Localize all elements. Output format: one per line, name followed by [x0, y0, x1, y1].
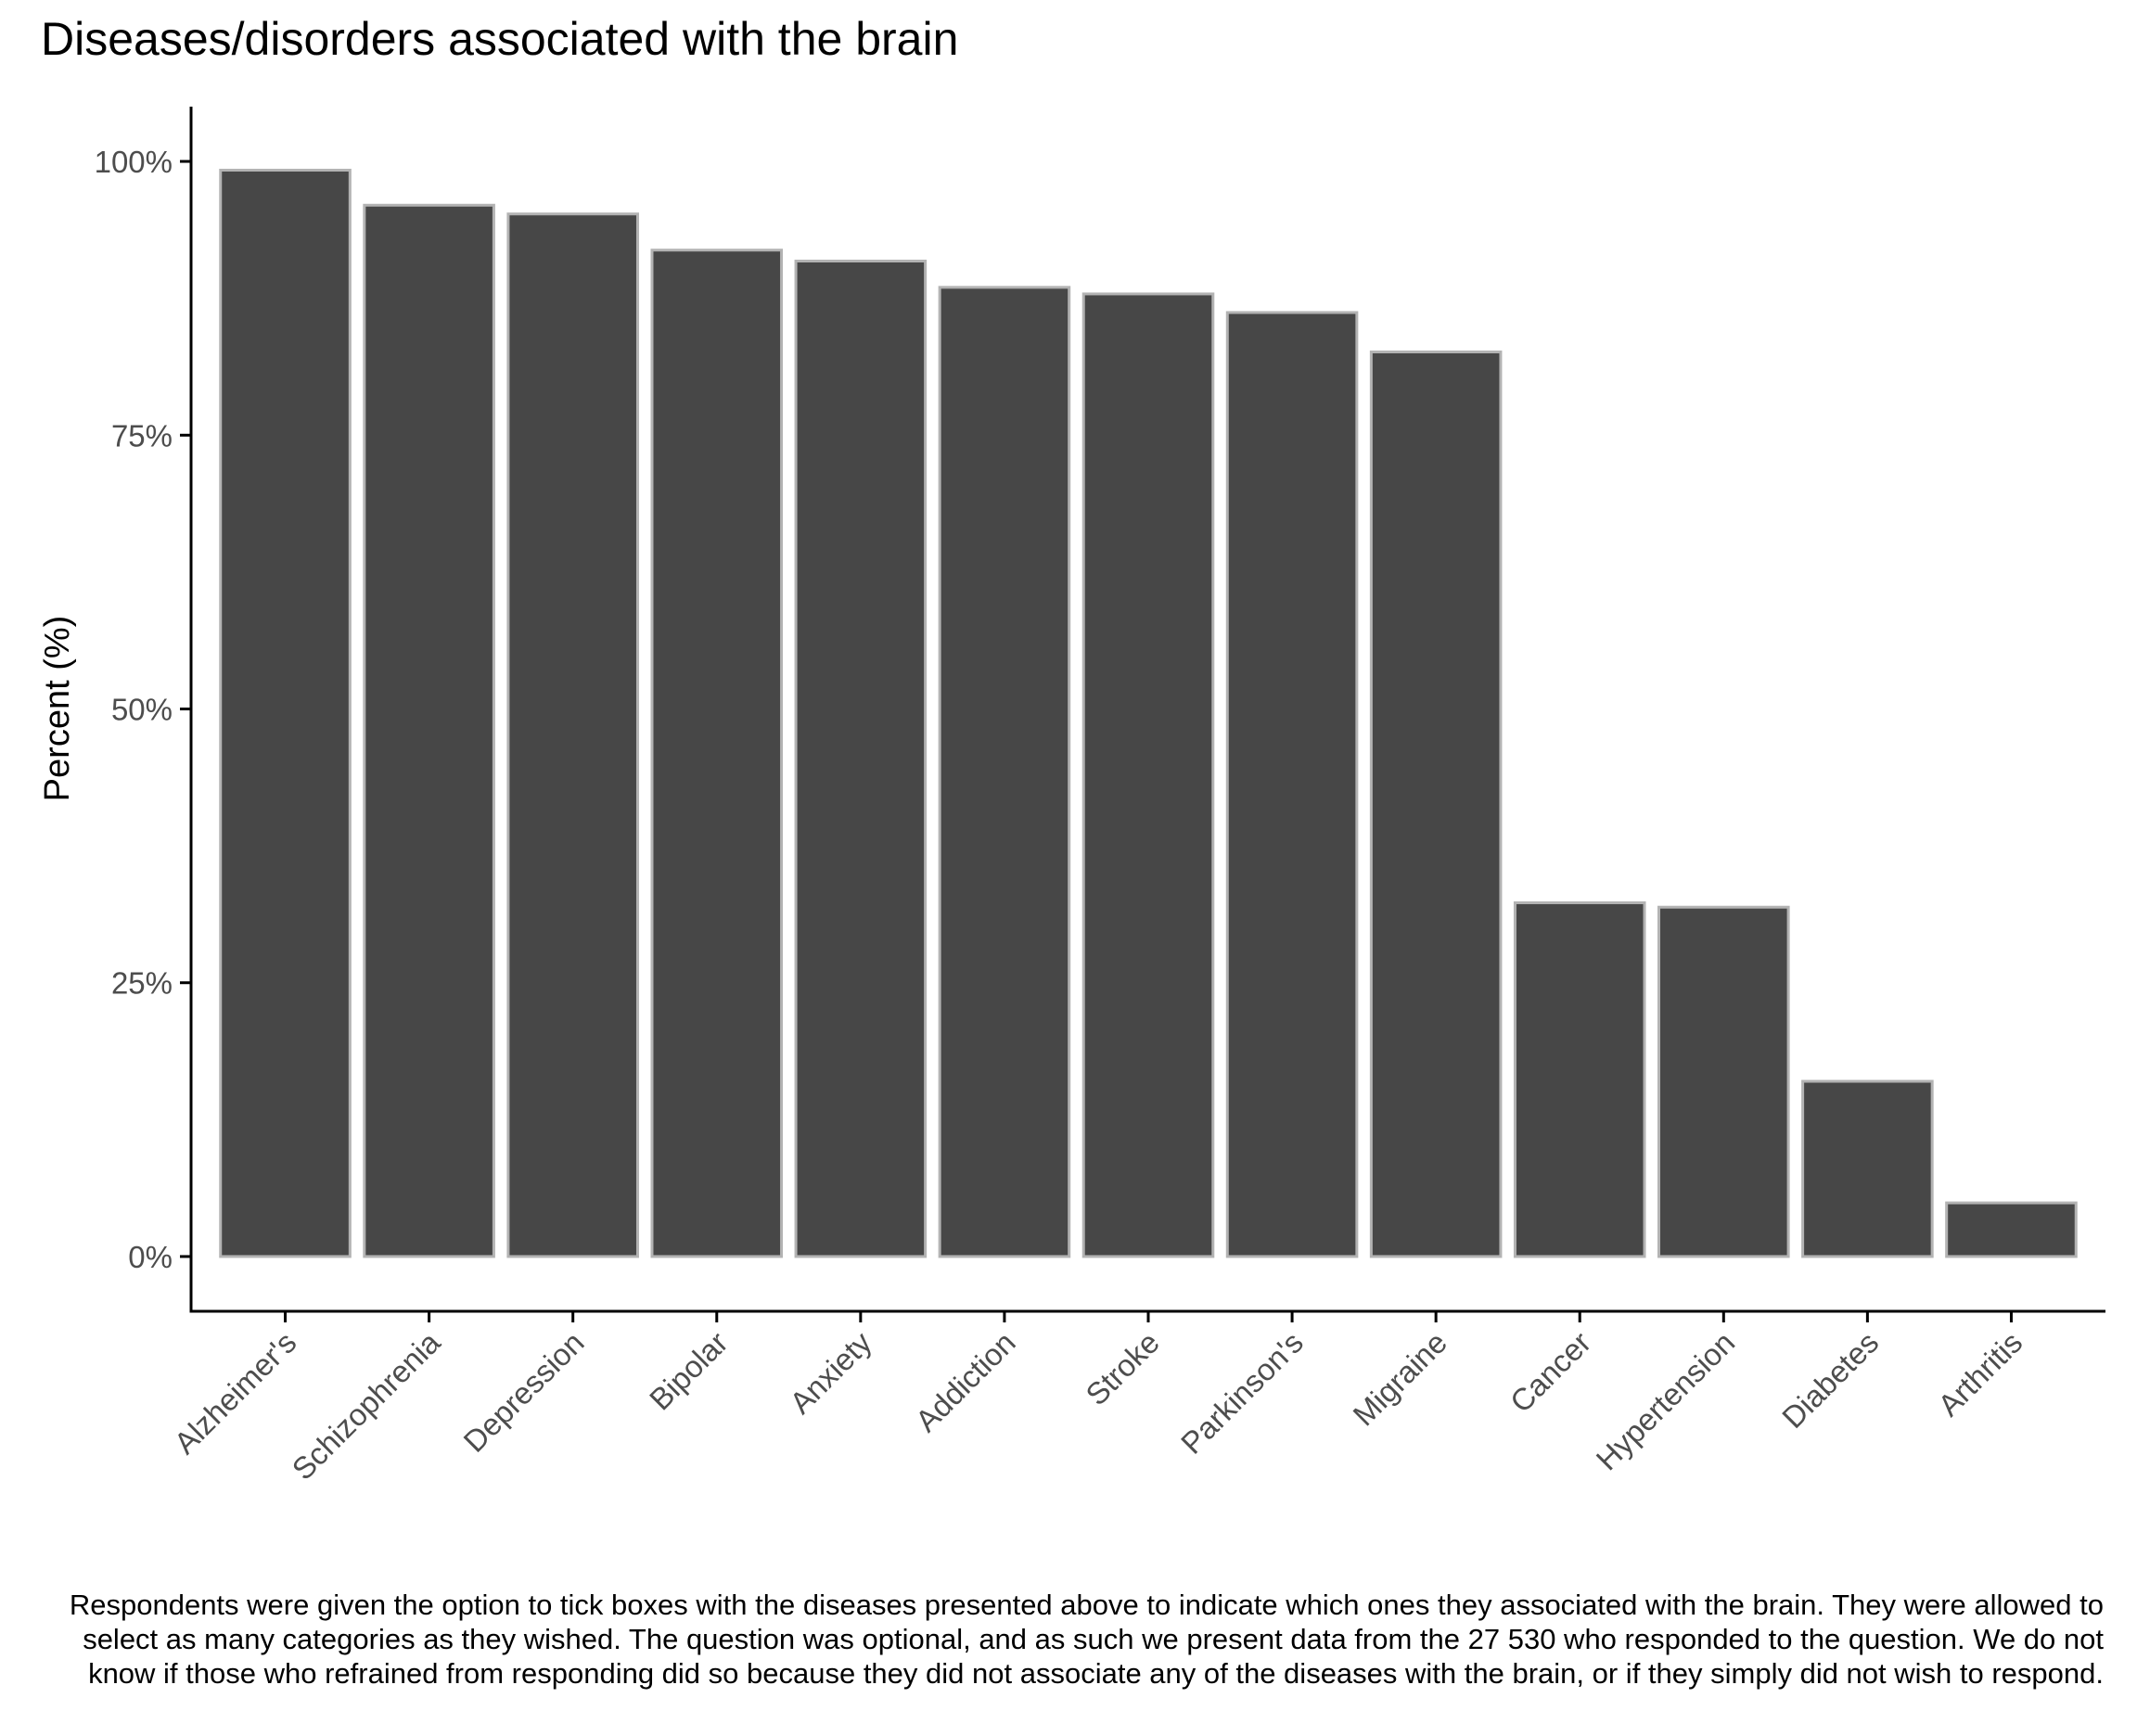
bar-schizophrenia: [363, 203, 495, 1258]
bar-migraine: [1369, 351, 1503, 1258]
bar-alzheimer-s: [219, 168, 352, 1258]
bar-parkinson-s: [1225, 311, 1359, 1258]
x-tick-label: Cancer: [1504, 1325, 1597, 1419]
y-tick-label: 0%: [128, 1240, 173, 1274]
y-tick-label: 75%: [111, 418, 173, 453]
x-tick-label: Diabetes: [1775, 1325, 1885, 1435]
y-tick-label: 50%: [111, 693, 173, 727]
x-tick-label: Anxiety: [783, 1324, 878, 1420]
chart-title: Diseases/disorders associated with the b…: [41, 13, 959, 65]
bar-stroke: [1081, 292, 1215, 1258]
x-tick-label: Alzheimer's: [167, 1325, 302, 1461]
x-tick-label: Hypertension: [1590, 1325, 1742, 1477]
x-tick-label: Addiction: [909, 1325, 1022, 1438]
x-tick-label: Parkinson's: [1174, 1325, 1310, 1461]
x-tick-label: Schizophrenia: [286, 1324, 448, 1487]
x-tick-label: Depression: [456, 1325, 590, 1459]
bar-hypertension: [1657, 905, 1790, 1258]
bar-diabetes: [1801, 1079, 1934, 1258]
bar-cancer: [1513, 901, 1646, 1258]
chart-caption: Respondents were given the option to tic…: [69, 1589, 2104, 1690]
x-tick-label: Migraine: [1346, 1325, 1453, 1433]
x-tick-label: Bipolar: [643, 1325, 735, 1417]
bar-addiction: [938, 286, 1071, 1258]
y-tick-label: 25%: [111, 966, 173, 1001]
bar-depression: [506, 212, 639, 1258]
bar-arthritis: [1945, 1201, 2078, 1258]
bar-anxiety: [794, 260, 928, 1258]
y-tick-label: 100%: [95, 145, 173, 179]
bar-bipolar: [650, 249, 784, 1258]
x-tick-label: Stroke: [1079, 1325, 1166, 1412]
x-tick-label: Arthritis: [1931, 1325, 2028, 1423]
